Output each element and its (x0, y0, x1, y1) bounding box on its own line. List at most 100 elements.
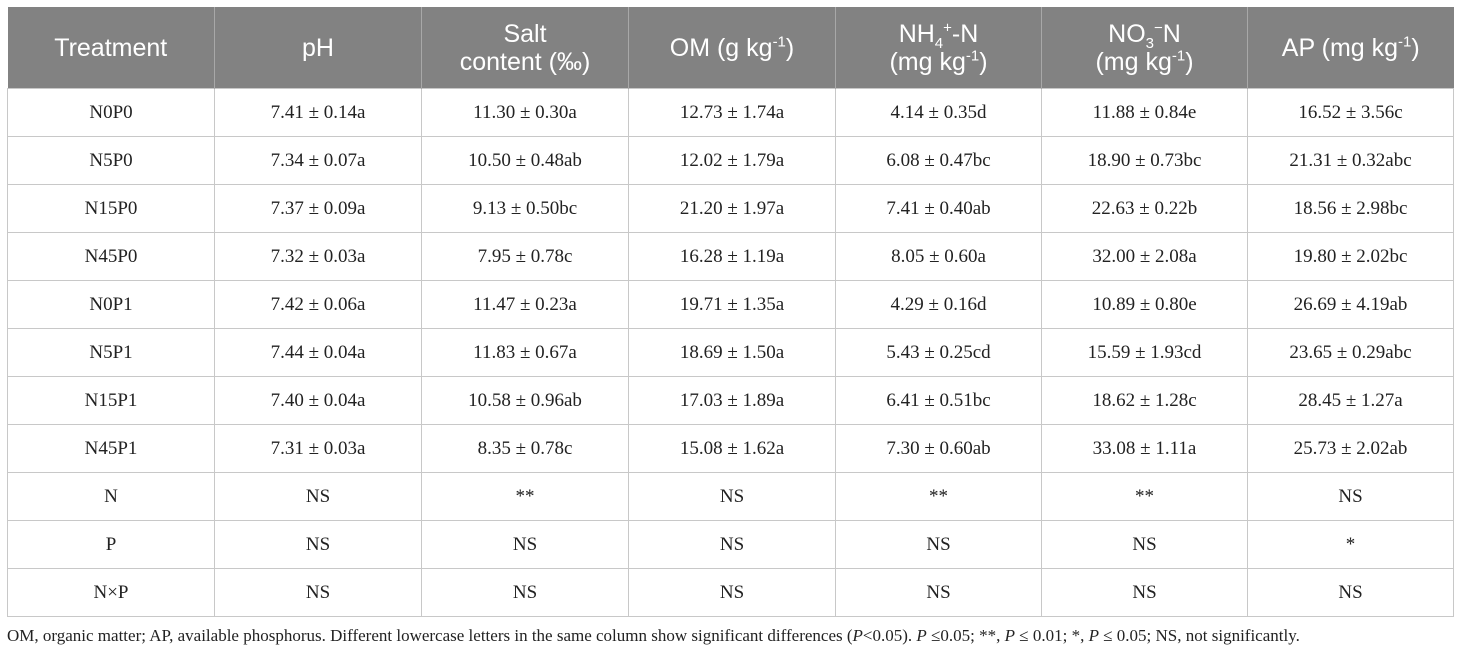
cell-treatment: N×P (7, 568, 215, 617)
cell-nh4-n: 7.30 ± 0.60ab (835, 424, 1042, 473)
cell-om: 21.20 ± 1.97a (628, 184, 836, 233)
cell-nh4-n: ** (835, 472, 1042, 521)
cell-salt-content: 11.30 ± 0.30a (421, 88, 629, 137)
cell-om: NS (628, 472, 836, 521)
cell-no3-n: 11.88 ± 0.84e (1041, 88, 1248, 137)
header-treatment: Treatment (7, 7, 215, 89)
table-header: Treatment pH Salt content (‰) OM (g kg-1)… (7, 7, 1454, 89)
cell-nh4-n: 6.41 ± 0.51bc (835, 376, 1042, 425)
cell-ph: 7.40 ± 0.04a (214, 376, 422, 425)
table-row: N45P0 7.32 ± 0.03a 7.95 ± 0.78c 16.28 ± 1.1… (7, 232, 1454, 281)
cell-ph: 7.31 ± 0.03a (214, 424, 422, 473)
table-row: N NS ** NS ** ** NS (7, 472, 1454, 521)
header-om: OM (g kg-1) (628, 7, 836, 89)
cell-nh4-n: 5.43 ± 0.25cd (835, 328, 1042, 377)
header-ap: AP (mg kg-1) (1247, 7, 1454, 89)
cell-om: 12.02 ± 1.79a (628, 136, 836, 185)
table-row: N5P1 7.44 ± 0.04a 11.83 ± 0.67a 18.69 ± 1.5… (7, 328, 1454, 377)
cell-nh4-n: 4.14 ± 0.35d (835, 88, 1042, 137)
cell-om: 12.73 ± 1.74a (628, 88, 836, 137)
cell-salt-content: 7.95 ± 0.78c (421, 232, 629, 281)
cell-om: 15.08 ± 1.62a (628, 424, 836, 473)
table-row: N0P0 7.41 ± 0.14a 11.30 ± 0.30a 12.73 ± 1.7… (7, 88, 1454, 137)
header-row: Treatment pH Salt content (‰) OM (g kg-1)… (7, 7, 1454, 89)
cell-om: 19.71 ± 1.35a (628, 280, 836, 329)
cell-ph: NS (214, 472, 422, 521)
cell-no3-n: 10.89 ± 0.80e (1041, 280, 1248, 329)
cell-ph: 7.44 ± 0.04a (214, 328, 422, 377)
cell-treatment: N0P1 (7, 280, 215, 329)
cell-om: 17.03 ± 1.89a (628, 376, 836, 425)
cell-treatment: N45P0 (7, 232, 215, 281)
cell-no3-n: NS (1041, 568, 1248, 617)
cell-salt-content: NS (421, 520, 629, 569)
header-salt-content: Salt content (‰) (421, 7, 629, 89)
cell-ph: NS (214, 568, 422, 617)
cell-no3-n: 32.00 ± 2.08a (1041, 232, 1248, 281)
cell-nh4-n: 8.05 ± 0.60a (835, 232, 1042, 281)
cell-salt-content: 9.13 ± 0.50bc (421, 184, 629, 233)
table-row: N×P NS NS NS NS NS NS (7, 568, 1454, 617)
cell-ap: NS (1247, 472, 1454, 521)
cell-om: 18.69 ± 1.50a (628, 328, 836, 377)
cell-no3-n: 22.63 ± 0.22b (1041, 184, 1248, 233)
cell-no3-n: 33.08 ± 1.11a (1041, 424, 1248, 473)
cell-om: NS (628, 520, 836, 569)
cell-no3-n: ** (1041, 472, 1248, 521)
cell-treatment: N15P0 (7, 184, 215, 233)
cell-nh4-n: NS (835, 568, 1042, 617)
cell-treatment: N45P1 (7, 424, 215, 473)
cell-ph: 7.34 ± 0.07a (214, 136, 422, 185)
cell-ap: 16.52 ± 3.56c (1247, 88, 1454, 137)
cell-no3-n: NS (1041, 520, 1248, 569)
cell-treatment: N0P0 (7, 88, 215, 137)
cell-nh4-n: 7.41 ± 0.40ab (835, 184, 1042, 233)
cell-om: 16.28 ± 1.19a (628, 232, 836, 281)
cell-no3-n: 18.90 ± 0.73bc (1041, 136, 1248, 185)
cell-ph: 7.42 ± 0.06a (214, 280, 422, 329)
cell-salt-content: 10.50 ± 0.48ab (421, 136, 629, 185)
cell-ap: NS (1247, 568, 1454, 617)
cell-no3-n: 18.62 ± 1.28c (1041, 376, 1248, 425)
table-row: N45P1 7.31 ± 0.03a 8.35 ± 0.78c 15.08 ± 1.6… (7, 424, 1454, 473)
cell-ap: 28.45 ± 1.27a (1247, 376, 1454, 425)
cell-ph: 7.37 ± 0.09a (214, 184, 422, 233)
cell-treatment: P (7, 520, 215, 569)
cell-ph: NS (214, 520, 422, 569)
cell-ph: 7.41 ± 0.14a (214, 88, 422, 137)
cell-treatment: N5P1 (7, 328, 215, 377)
cell-ap: * (1247, 520, 1454, 569)
cell-ap: 26.69 ± 4.19ab (1247, 280, 1454, 329)
header-ph: pH (214, 7, 422, 89)
table-row: N0P1 7.42 ± 0.06a 11.47 ± 0.23a 19.71 ± 1.3… (7, 280, 1454, 329)
cell-treatment: N (7, 472, 215, 521)
header-no3-n: NO3−N (mg kg-1) (1041, 7, 1248, 89)
cell-om: NS (628, 568, 836, 617)
cell-ap: 23.65 ± 0.29abc (1247, 328, 1454, 377)
cell-salt-content: ** (421, 472, 629, 521)
cell-treatment: N15P1 (7, 376, 215, 425)
cell-treatment: N5P0 (7, 136, 215, 185)
table-footnote: OM, organic matter; AP, available phosph… (7, 626, 1300, 645)
cell-salt-content: NS (421, 568, 629, 617)
table-container: Treatment pH Salt content (‰) OM (g kg-1)… (7, 7, 1454, 617)
cell-ph: 7.32 ± 0.03a (214, 232, 422, 281)
cell-ap: 19.80 ± 2.02bc (1247, 232, 1454, 281)
cell-nh4-n: NS (835, 520, 1042, 569)
cell-salt-content: 10.58 ± 0.96ab (421, 376, 629, 425)
cell-salt-content: 11.83 ± 0.67a (421, 328, 629, 377)
cell-no3-n: 15.59 ± 1.93cd (1041, 328, 1248, 377)
data-table: Treatment pH Salt content (‰) OM (g kg-1)… (7, 7, 1454, 617)
cell-nh4-n: 6.08 ± 0.47bc (835, 136, 1042, 185)
table-body: N0P0 7.41 ± 0.14a 11.30 ± 0.30a 12.73 ± 1.7… (7, 88, 1454, 617)
cell-salt-content: 11.47 ± 0.23a (421, 280, 629, 329)
cell-nh4-n: 4.29 ± 0.16d (835, 280, 1042, 329)
table-row: N15P1 7.40 ± 0.04a 10.58 ± 0.96ab 17.03 ± 1… (7, 376, 1454, 425)
cell-ap: 25.73 ± 2.02ab (1247, 424, 1454, 473)
table-row: N15P0 7.37 ± 0.09a 9.13 ± 0.50bc 21.20 ± 1.… (7, 184, 1454, 233)
table-row: N5P0 7.34 ± 0.07a 10.50 ± 0.48ab 12.02 ± 1.… (7, 136, 1454, 185)
cell-ap: 18.56 ± 2.98bc (1247, 184, 1454, 233)
header-nh4-n: NH4+-N (mg kg-1) (835, 7, 1042, 89)
cell-salt-content: 8.35 ± 0.78c (421, 424, 629, 473)
table-row: P NS NS NS NS NS * (7, 520, 1454, 569)
